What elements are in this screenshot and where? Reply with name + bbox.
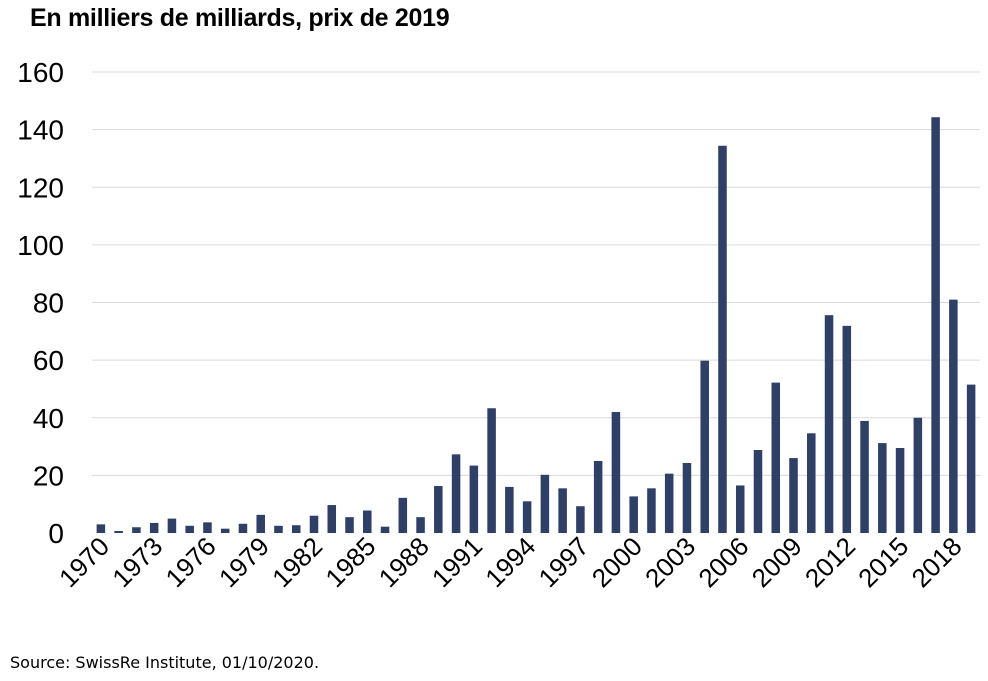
- x-axis-ticks: 1970197319761979198219851988199119941997…: [53, 531, 968, 593]
- y-tick-label: 40: [33, 403, 64, 434]
- y-tick-label: 120: [17, 172, 64, 203]
- bar-2001: [647, 488, 656, 533]
- bar-2017: [931, 117, 940, 533]
- bar-1988: [416, 517, 425, 533]
- bar-2007: [753, 450, 763, 533]
- x-tick-label: 1982: [266, 531, 328, 593]
- y-tick-label: 0: [48, 518, 64, 549]
- x-tick-label: 2003: [639, 531, 701, 593]
- bar-1979: [256, 514, 265, 533]
- bar-2002: [664, 473, 674, 533]
- bar-1997: [576, 506, 585, 533]
- bar-1985: [363, 510, 372, 533]
- x-tick-label: 1991: [426, 531, 488, 593]
- y-tick-label: 20: [33, 460, 64, 491]
- x-tick-label: 1976: [160, 531, 222, 593]
- bar-2004: [700, 360, 709, 533]
- bar-1981: [291, 525, 301, 533]
- bar-2006: [735, 485, 745, 533]
- bar-1978: [238, 523, 248, 533]
- bar-2015: [895, 448, 905, 533]
- bar-2008: [771, 382, 781, 533]
- bar-1999: [611, 411, 621, 533]
- y-tick-label: 80: [33, 288, 64, 319]
- bar-2010: [807, 433, 816, 533]
- bar-2005: [718, 145, 727, 533]
- bar-1994: [522, 501, 532, 533]
- bar-1992: [487, 408, 496, 533]
- x-tick-label: 1985: [319, 531, 381, 593]
- y-tick-label: 60: [33, 345, 64, 376]
- bar-1995: [540, 474, 550, 533]
- bar-1971: [114, 530, 123, 533]
- bar-1973: [149, 522, 159, 533]
- bar-2013: [860, 420, 869, 533]
- x-tick-label: 2000: [586, 531, 648, 593]
- x-tick-label: 1994: [479, 531, 541, 593]
- bar-2009: [789, 458, 798, 533]
- bar-1970: [96, 524, 106, 533]
- bar-2011: [824, 315, 834, 533]
- gridlines: [92, 71, 980, 476]
- bar-1996: [558, 488, 567, 533]
- x-tick-label: 1997: [533, 531, 595, 593]
- bar-2016: [913, 417, 923, 533]
- y-tick-label: 140: [17, 115, 64, 146]
- bar-1977: [220, 528, 230, 533]
- bar-1990: [451, 454, 461, 533]
- bar-1991: [469, 465, 479, 533]
- bar-1989: [434, 486, 443, 533]
- bar-2019: [966, 384, 976, 533]
- x-tick-label: 2009: [746, 531, 808, 593]
- bar-1982: [309, 515, 319, 533]
- chart-title: En milliers de milliards, prix de 2019: [30, 4, 450, 32]
- bar-1975: [185, 525, 194, 533]
- bar-1986: [380, 526, 390, 533]
- bar-1972: [132, 527, 141, 533]
- source-note: Source: SwissRe Institute, 01/10/2020.: [10, 653, 320, 672]
- bar-1983: [327, 505, 337, 533]
- bar-2012: [842, 325, 852, 533]
- bar-2000: [629, 496, 638, 533]
- bar-1974: [167, 518, 177, 533]
- bar-1998: [593, 460, 603, 533]
- bar-2014: [878, 443, 887, 533]
- bars: [96, 117, 976, 533]
- bar-1984: [345, 517, 354, 533]
- x-tick-label: 2018: [905, 531, 967, 593]
- x-tick-label: 2015: [852, 531, 914, 593]
- x-tick-label: 1988: [373, 531, 435, 593]
- x-tick-label: 2006: [692, 531, 754, 593]
- x-tick-label: 1973: [106, 531, 168, 593]
- bar-2018: [949, 299, 958, 533]
- bar-1993: [505, 486, 514, 533]
- bar-1976: [203, 522, 212, 533]
- y-axis-ticks: 0 20 40 60 80 100 120 140 160: [17, 57, 64, 549]
- bar-2003: [682, 462, 692, 533]
- bar-1980: [274, 525, 283, 533]
- y-tick-label: 100: [17, 230, 64, 261]
- bar-1987: [398, 497, 408, 533]
- y-tick-label: 160: [17, 57, 64, 88]
- x-tick-label: 1979: [213, 531, 275, 593]
- bar-chart: 0 20 40 60 80 100 120 140 160 197019731976197919…: [17, 57, 980, 593]
- x-tick-label: 2012: [799, 531, 861, 593]
